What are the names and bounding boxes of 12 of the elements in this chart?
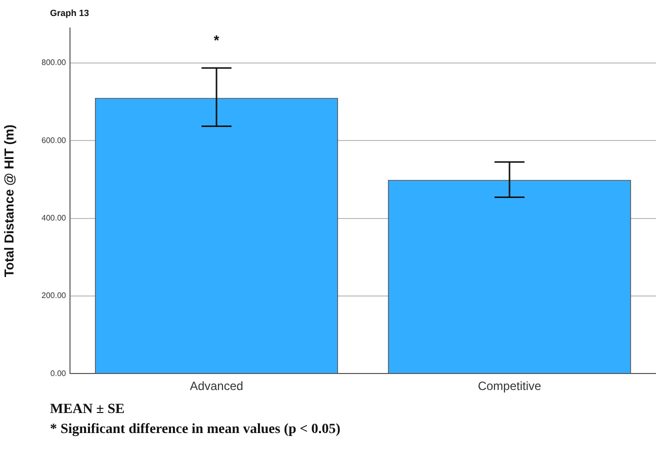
y-tick-label: 800.00 bbox=[42, 58, 67, 68]
text: * Significant difference in mean values (p < 0.05) bbox=[50, 421, 340, 439]
y-tick-label: 0.00 bbox=[50, 368, 67, 378]
y-tick-label: 200.00 bbox=[42, 291, 67, 300]
x-tick-label: Advanced bbox=[190, 379, 244, 394]
chart-title: Graph 13 bbox=[50, 8, 90, 18]
x-tick-label: Competitive bbox=[478, 379, 542, 394]
y-axis-title: Total Distance @ HIT (m) bbox=[1, 124, 16, 278]
y-tick-label: 400.00 bbox=[42, 213, 67, 222]
annotation: * bbox=[214, 32, 220, 48]
y-tick-label: 600.00 bbox=[42, 136, 67, 145]
text: MEAN ± SE bbox=[50, 401, 126, 419]
